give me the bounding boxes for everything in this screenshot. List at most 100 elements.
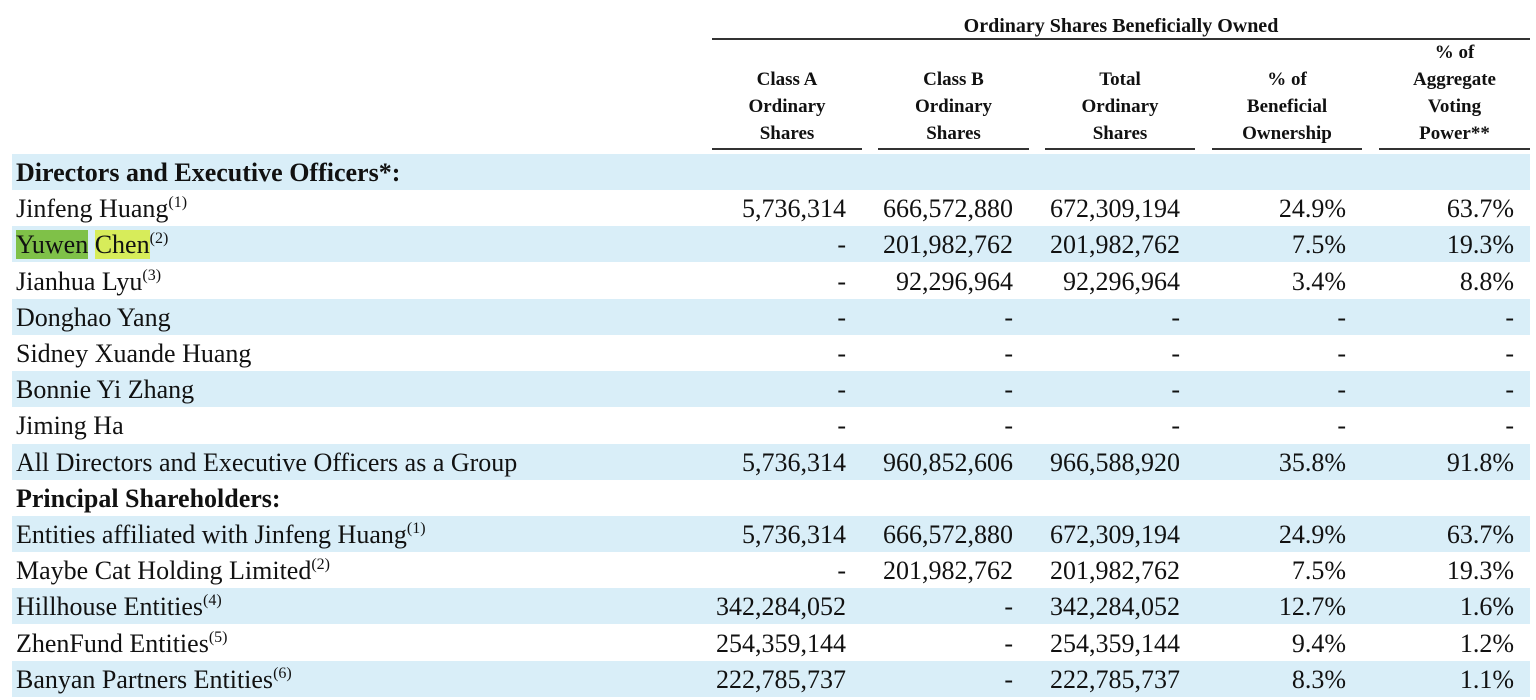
column-header-line: Ordinary: [1081, 96, 1159, 117]
table-row: Maybe Cat Holding Limited(2) - 201,982,762…: [12, 552, 1530, 588]
table-row: Sidney Xuande Huang - - - - -: [12, 335, 1530, 371]
holder-name: ZhenFund Entities(5): [16, 625, 227, 661]
holder-name: Yuwen Chen(2): [16, 226, 168, 262]
cell-pct-ben: -: [1337, 339, 1346, 368]
holder-name-text: Jinfeng Huang: [16, 194, 169, 224]
cell-total: 672,309,194: [1050, 194, 1180, 224]
holder-name-text: Donghao Yang: [16, 302, 171, 332]
column-header-class-a: Class A Ordinary Shares: [712, 66, 862, 150]
cell-class-a: 222,785,737: [716, 664, 846, 694]
cell-class-a: 5,736,314: [742, 194, 846, 224]
footnote-ref: (6): [273, 664, 292, 682]
column-header-line: Ordinary: [748, 96, 826, 117]
cell-pct-vote: -: [1505, 375, 1514, 405]
table-row: Donghao Yang - - - - -: [12, 298, 1530, 335]
footnote-ref: (3): [142, 266, 162, 284]
holder-name: Bonnie Yi Zhang: [16, 371, 194, 407]
holder-name: Entities affiliated with Jinfeng Huang(1…: [16, 516, 426, 552]
cell-class-a: -: [837, 230, 846, 260]
cell-total: 92,296,964: [1063, 266, 1180, 296]
column-header-line: Class A: [756, 69, 818, 90]
cell-total: -: [1171, 411, 1180, 441]
column-header-line: Class B: [923, 69, 984, 90]
footnote-ref: (1): [406, 520, 426, 537]
holder-name: Jiming Ha: [16, 407, 124, 443]
cell-pct-vote: 19.3%: [1446, 230, 1514, 260]
column-header-line: Shares: [1092, 123, 1148, 144]
holder-name-text: Entities affiliated with Jinfeng Huang: [16, 520, 407, 549]
cell-class-a: 5,736,314: [742, 520, 846, 549]
highlighted-last-name: Chen: [94, 230, 150, 260]
cell-pct-vote: 91.8%: [1446, 447, 1514, 477]
section-header-row: Principal Shareholders:: [12, 480, 1530, 516]
column-header-total: Total Ordinary Shares: [1045, 66, 1195, 150]
holder-name-text: ZhenFund Entities: [16, 628, 209, 658]
cell-class-b: -: [1004, 411, 1013, 441]
cell-pct-vote: -: [1505, 411, 1514, 441]
cell-pct-vote: -: [1505, 302, 1514, 332]
holder-name-text: Jianhua Lyu: [16, 266, 143, 296]
cell-pct-ben: 12.7%: [1278, 592, 1346, 622]
column-header-line: Shares: [759, 123, 815, 144]
section-title: Directors and Executive Officers*:: [16, 154, 400, 190]
cell-class-b: -: [1004, 375, 1013, 405]
footnote-ref: (4): [203, 592, 222, 610]
holder-name-text: Banyan Partners Entities: [16, 664, 274, 694]
table-row: ZhenFund Entities(5) 254,359,144 - 254,359,…: [12, 625, 1530, 661]
cell-pct-vote: 63.7%: [1446, 194, 1514, 224]
holder-name: Banyan Partners Entities(6): [16, 661, 292, 697]
cell-pct-vote: 63.7%: [1446, 520, 1514, 549]
cell-pct-ben: 35.8%: [1278, 447, 1346, 477]
cell-pct-ben: 3.4%: [1291, 266, 1346, 296]
column-header-line: % of: [1267, 69, 1307, 90]
cell-class-b: -: [1004, 628, 1013, 658]
table-row: Jianhua Lyu(3) - 92,296,964 92,296,964 3.4% 8…: [12, 263, 1530, 299]
cell-class-a: -: [837, 339, 846, 368]
column-header-pct-ben: % of Beneficial Ownership: [1212, 66, 1362, 150]
holder-name-text: Jiming Ha: [16, 411, 124, 441]
footnote-ref: (1): [168, 194, 188, 212]
cell-class-a: -: [837, 556, 846, 586]
cell-total: 201,982,762: [1050, 556, 1180, 586]
cell-class-b: -: [1004, 592, 1013, 622]
cell-total: 222,785,737: [1050, 664, 1180, 694]
table-row: Entities affiliated with Jinfeng Huang(1…: [12, 516, 1530, 552]
footnote-ref: (2): [311, 556, 330, 574]
table-row: Hillhouse Entities(4) 342,284,052 - 342,284…: [12, 588, 1530, 625]
section-header-row: Directors and Executive Officers*:: [12, 154, 1530, 190]
holder-name-text: Bonnie Yi Zhang: [16, 375, 195, 405]
cell-pct-vote: 8.8%: [1459, 266, 1514, 296]
cell-class-b: 960,852,606: [883, 447, 1013, 477]
cell-pct-vote: -: [1505, 339, 1514, 368]
column-header-class-b: Class B Ordinary Shares: [878, 66, 1029, 150]
cell-pct-vote: 1.2%: [1459, 628, 1514, 658]
table-row: Yuwen Chen(2) - 201,982,762 201,982,762 7.5%…: [12, 226, 1530, 263]
group-title-rule: [712, 38, 1530, 40]
holder-name: Jianhua Lyu(3): [16, 263, 161, 299]
cell-pct-ben: -: [1337, 302, 1346, 332]
table-row: Bonnie Yi Zhang - - - - -: [12, 371, 1530, 408]
cell-class-b: -: [1004, 302, 1013, 332]
holder-name-text: Sidney Xuande Huang: [16, 339, 252, 368]
cell-class-b: 201,982,762: [883, 556, 1013, 586]
column-header-line: Beneficial: [1246, 96, 1328, 117]
cell-total: 201,982,762: [1050, 230, 1180, 260]
holder-name-text: All Directors and Executive Officers as …: [16, 447, 518, 477]
cell-pct-vote: 1.1%: [1459, 664, 1514, 694]
cell-pct-ben: -: [1337, 411, 1346, 441]
cell-pct-ben: 9.4%: [1291, 628, 1346, 658]
table-row: Jiming Ha - - - - -: [12, 407, 1530, 443]
column-header-line: Aggregate: [1412, 69, 1496, 90]
cell-total: -: [1171, 339, 1180, 368]
cell-class-b: 92,296,964: [896, 266, 1013, 296]
cell-total: 254,359,144: [1050, 628, 1180, 658]
column-header-line: Total: [1099, 69, 1141, 90]
group-title: Ordinary Shares Beneficially Owned: [963, 15, 1279, 37]
holder-name: Donghao Yang: [16, 299, 171, 335]
holder-name-text: Directors and Executive Officers*:: [16, 158, 401, 187]
holder-name: Jinfeng Huang(1): [16, 190, 187, 226]
cell-pct-ben: -: [1337, 375, 1346, 405]
holder-name-text: Maybe Cat Holding Limited: [16, 556, 312, 586]
cell-total: 672,309,194: [1050, 520, 1180, 549]
